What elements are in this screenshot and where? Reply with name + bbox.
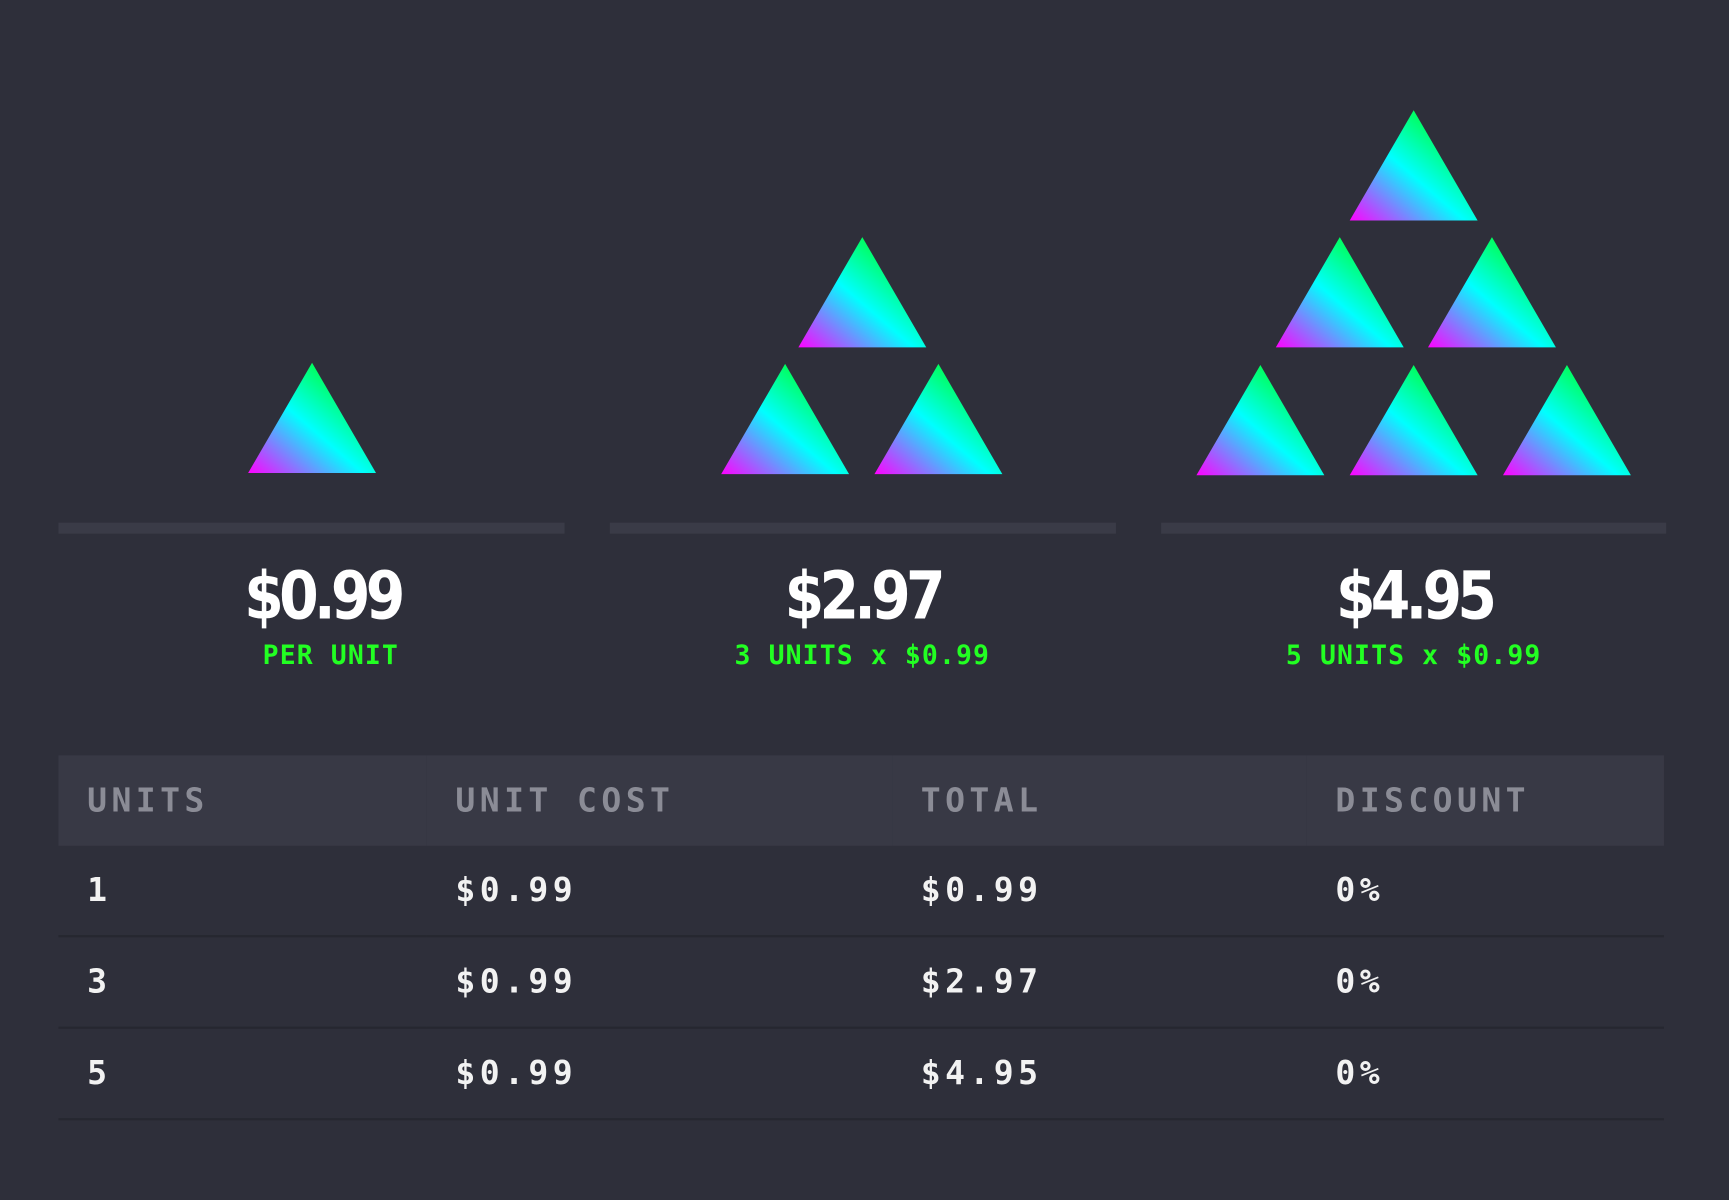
triangle-icon [1275,237,1404,348]
header-discount: DISCOUNT [1306,755,1664,846]
cell-total: $2.97 [892,936,1307,1029]
triangle-icon [721,363,850,475]
cell-units: 5 [58,1027,427,1121]
tier-2-label: $2.97 3 UNITS x $0.99 [609,557,1116,672]
triangle-icon [874,363,1003,475]
triangle-icon [1502,364,1631,476]
tier-illustrations [248,110,1631,476]
header-units: UNITS [58,755,427,846]
tier-3-note: 5 UNITS x $0.99 [1285,639,1542,671]
cell-unit-cost: $0.99 [426,936,893,1029]
cell-discount: 0% [1306,936,1664,1029]
table-row: 5 $0.99 $4.95 0% [58,1027,1664,1121]
triangle-icon [1349,364,1478,476]
tier-1-triangles [248,362,377,474]
triangle-icon [248,362,377,474]
tier-3-divider [1161,522,1667,534]
tier-2-divider [609,522,1116,534]
tier-3-triangles [1196,110,1631,476]
table-row: 1 $0.99 $0.99 0% [58,845,1664,938]
tier-1-note: PER UNIT [262,639,399,671]
cell-unit-cost: $0.99 [426,1027,893,1121]
tier-3-label: $4.95 5 UNITS x $0.99 [1160,557,1667,672]
triangle-icon [798,237,927,348]
pricing-table: UNITS UNIT COST TOTAL DISCOUNT 1 $0.99 $… [58,755,1664,1121]
cell-discount: 0% [1306,845,1664,938]
table-row: 3 $0.99 $2.97 0% [58,936,1664,1029]
table-header-row: UNITS UNIT COST TOTAL DISCOUNT [58,755,1664,846]
triangle-icon [1427,237,1556,348]
cell-total: $0.99 [892,845,1307,938]
tier-1-label: $0.99 PER UNIT [57,557,564,672]
header-total: TOTAL [892,755,1307,846]
triangle-icon [1349,110,1478,221]
cell-discount: 0% [1306,1027,1664,1121]
tier-2-note: 3 UNITS x $0.99 [734,639,991,671]
tier-2-triangles [721,237,1003,475]
tier-1-price: $0.99 [243,557,405,636]
cell-unit-cost: $0.99 [426,845,893,938]
tier-1-divider [58,522,565,534]
triangle-icon [1196,364,1325,476]
cell-units: 3 [58,936,427,1029]
tier-2-price: $2.97 [784,557,945,636]
header-unit-cost: UNIT COST [426,755,893,846]
cell-total: $4.95 [892,1027,1307,1121]
tier-3-price: $4.95 [1335,557,1497,636]
cell-units: 1 [58,845,427,938]
